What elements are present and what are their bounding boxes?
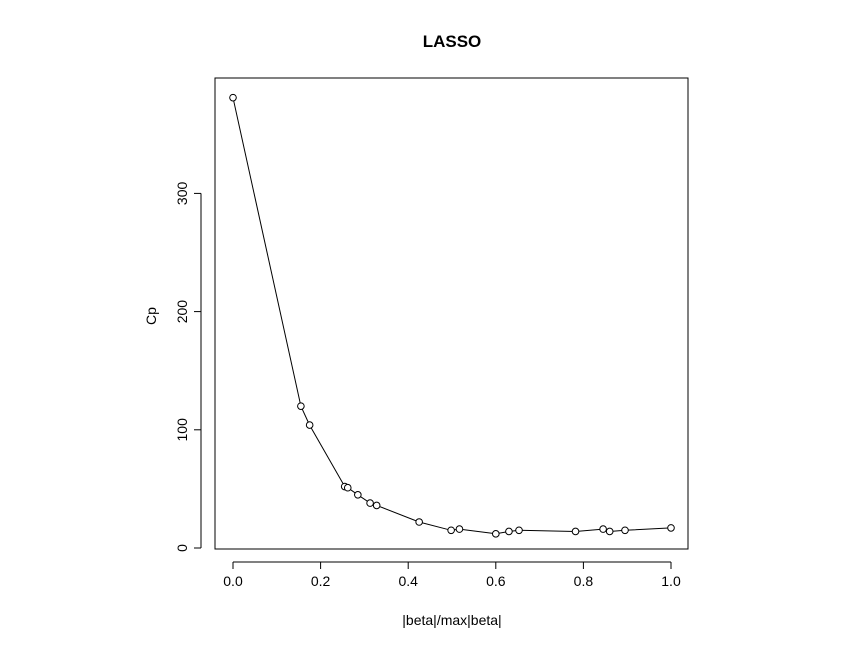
data-point	[415, 518, 423, 526]
data-point	[667, 524, 675, 532]
data-point	[455, 525, 464, 533]
data-point	[505, 527, 513, 536]
x-axis: 0.0 0.2 0.4 0.6 0.8 1.0	[223, 561, 681, 589]
chart-title: LASSO	[423, 32, 482, 51]
y-tick-label: 200	[174, 300, 190, 324]
x-tick-label: 0.8	[574, 573, 594, 589]
data-point	[305, 421, 314, 429]
data-point	[366, 499, 374, 507]
x-tick-label: 0.4	[398, 573, 418, 589]
data-point	[599, 525, 607, 533]
data-point	[515, 526, 523, 535]
y-tick-label: 300	[174, 182, 190, 206]
x-tick-label: 1.0	[661, 573, 681, 589]
data-point	[343, 483, 352, 492]
data-point	[492, 530, 500, 538]
x-tick-label: 0.6	[486, 573, 506, 589]
data-point	[297, 402, 305, 410]
data-point	[354, 491, 362, 499]
y-axis-label: Cp	[143, 307, 159, 325]
series-line	[232, 97, 672, 535]
y-axis: 0 100 200 300	[174, 182, 202, 552]
data-point	[621, 526, 629, 535]
y-tick-label: 100	[174, 418, 190, 442]
data-point	[229, 93, 237, 102]
x-tick-label: 0.0	[223, 573, 243, 589]
data-point	[571, 527, 580, 536]
x-tick-label: 0.2	[311, 573, 331, 589]
data-point	[447, 526, 455, 535]
data-point	[372, 501, 381, 510]
data-point	[605, 527, 614, 536]
x-axis-label: |beta|/max|beta|	[402, 612, 501, 628]
data-points	[229, 93, 675, 538]
plot-frame	[214, 77, 689, 550]
y-tick-label: 0	[174, 544, 190, 552]
